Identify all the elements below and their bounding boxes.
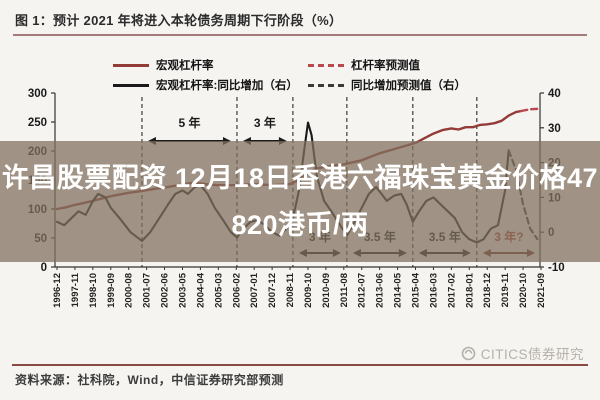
black-dashed-line-swatch-icon xyxy=(308,83,344,87)
x-axis-tick-label: 2015-04 xyxy=(411,272,422,308)
x-axis-tick-label: 2020-10 xyxy=(518,273,529,308)
x-axis-tick-label: 2018-01 xyxy=(464,272,475,308)
x-axis-tick-label: 1999-09 xyxy=(106,273,117,308)
phase-span-label: 5 年 xyxy=(178,115,200,130)
x-axis-tick-label: 2017-02 xyxy=(446,273,457,308)
red-dashed-line-swatch-icon xyxy=(308,63,344,67)
x-axis-tick-label: 2013-06 xyxy=(375,273,386,308)
x-axis-tick-label: 2010-09 xyxy=(321,273,332,308)
legend-item-yoy-forecast: 同比增加预测值（右） xyxy=(308,78,466,92)
legend-item-yoy: 宏观杠杆率:同比增加（右） xyxy=(113,78,298,92)
x-axis-tick-label: 2011-08 xyxy=(339,273,350,307)
x-axis-tick-label: 2018-12 xyxy=(482,273,493,308)
source-note: 资料来源：社科院，Wind，中信证券研究部预测 xyxy=(15,373,284,387)
watermark: CITICS债券研究 xyxy=(461,343,584,363)
x-axis-tick-label: 2004-04 xyxy=(195,272,206,308)
legend-item-leverage-forecast: 杠杆率预测值 xyxy=(308,58,420,72)
title-divider xyxy=(13,34,587,36)
left-axis-tick-label: 250 xyxy=(28,117,47,129)
x-axis-tick-label: 2012-07 xyxy=(357,273,368,308)
citics-logo-icon xyxy=(461,346,476,360)
x-axis-tick-label: 2014-05 xyxy=(393,272,404,308)
footer-divider xyxy=(12,364,588,366)
x-axis-tick-label: 1996-12 xyxy=(52,273,63,308)
legend-item-leverage: 宏观杠杆率 xyxy=(113,58,214,72)
legend-label: 宏观杠杆率:同比增加（右） xyxy=(156,80,298,92)
legend-label: 宏观杠杆率 xyxy=(156,60,214,72)
figure-title: 图 1：预计 2021 年将进入本轮债务周期下行阶段（%） xyxy=(15,13,343,28)
x-axis-tick-label: 2021-09 xyxy=(536,273,547,308)
legend-label: 同比增加预测值（右） xyxy=(351,80,466,92)
phase-span-label: 3 年 xyxy=(254,115,276,130)
x-axis-tick-label: 1997-11 xyxy=(70,272,81,307)
overlay-text-banner: 许昌股票配资 12月18日香港六福珠宝黄金价格47 820港币/两 xyxy=(0,141,600,262)
legend-label: 杠杆率预测值 xyxy=(351,60,420,72)
x-axis-tick-label: 2002-06 xyxy=(160,273,171,308)
x-axis-tick-label: 1998-10 xyxy=(88,273,99,308)
x-axis-tick-label: 2008-11 xyxy=(285,272,296,307)
x-axis-tick-label: 2009-10 xyxy=(303,273,314,308)
x-axis-tick-label: 2003-05 xyxy=(177,272,188,308)
x-axis-tick-label: 2001-07 xyxy=(142,273,153,308)
x-axis-tick-label: 2007-12 xyxy=(267,273,278,308)
left-axis-tick-label: 0 xyxy=(41,262,47,274)
watermark-text: CITICS债券研究 xyxy=(480,347,584,362)
x-axis-tick-label: 2000-08 xyxy=(124,273,135,308)
overlay-text-line2: 820港币/两 xyxy=(231,209,369,240)
x-axis-tick-label: 2005-03 xyxy=(213,273,224,308)
x-axis-tick-label: 2019-11 xyxy=(500,272,511,307)
black-solid-line-swatch-icon xyxy=(113,83,149,87)
right-axis-tick-label: 30 xyxy=(548,123,561,135)
red-solid-line-swatch-icon xyxy=(113,63,149,67)
overlay-text-line1: 许昌股票配资 12月18日香港六福珠宝黄金价格47 xyxy=(1,162,599,193)
left-axis-tick-label: 300 xyxy=(28,88,47,100)
right-axis-tick-label: 40 xyxy=(548,88,561,100)
x-axis-tick-label: 2007-01 xyxy=(249,272,260,308)
leverage-forecast-series xyxy=(520,107,543,113)
right-axis-tick-label: -10 xyxy=(548,262,565,274)
x-axis-tick-label: 2006-02 xyxy=(231,273,242,308)
x-axis-tick-label: 2016-03 xyxy=(428,273,439,308)
